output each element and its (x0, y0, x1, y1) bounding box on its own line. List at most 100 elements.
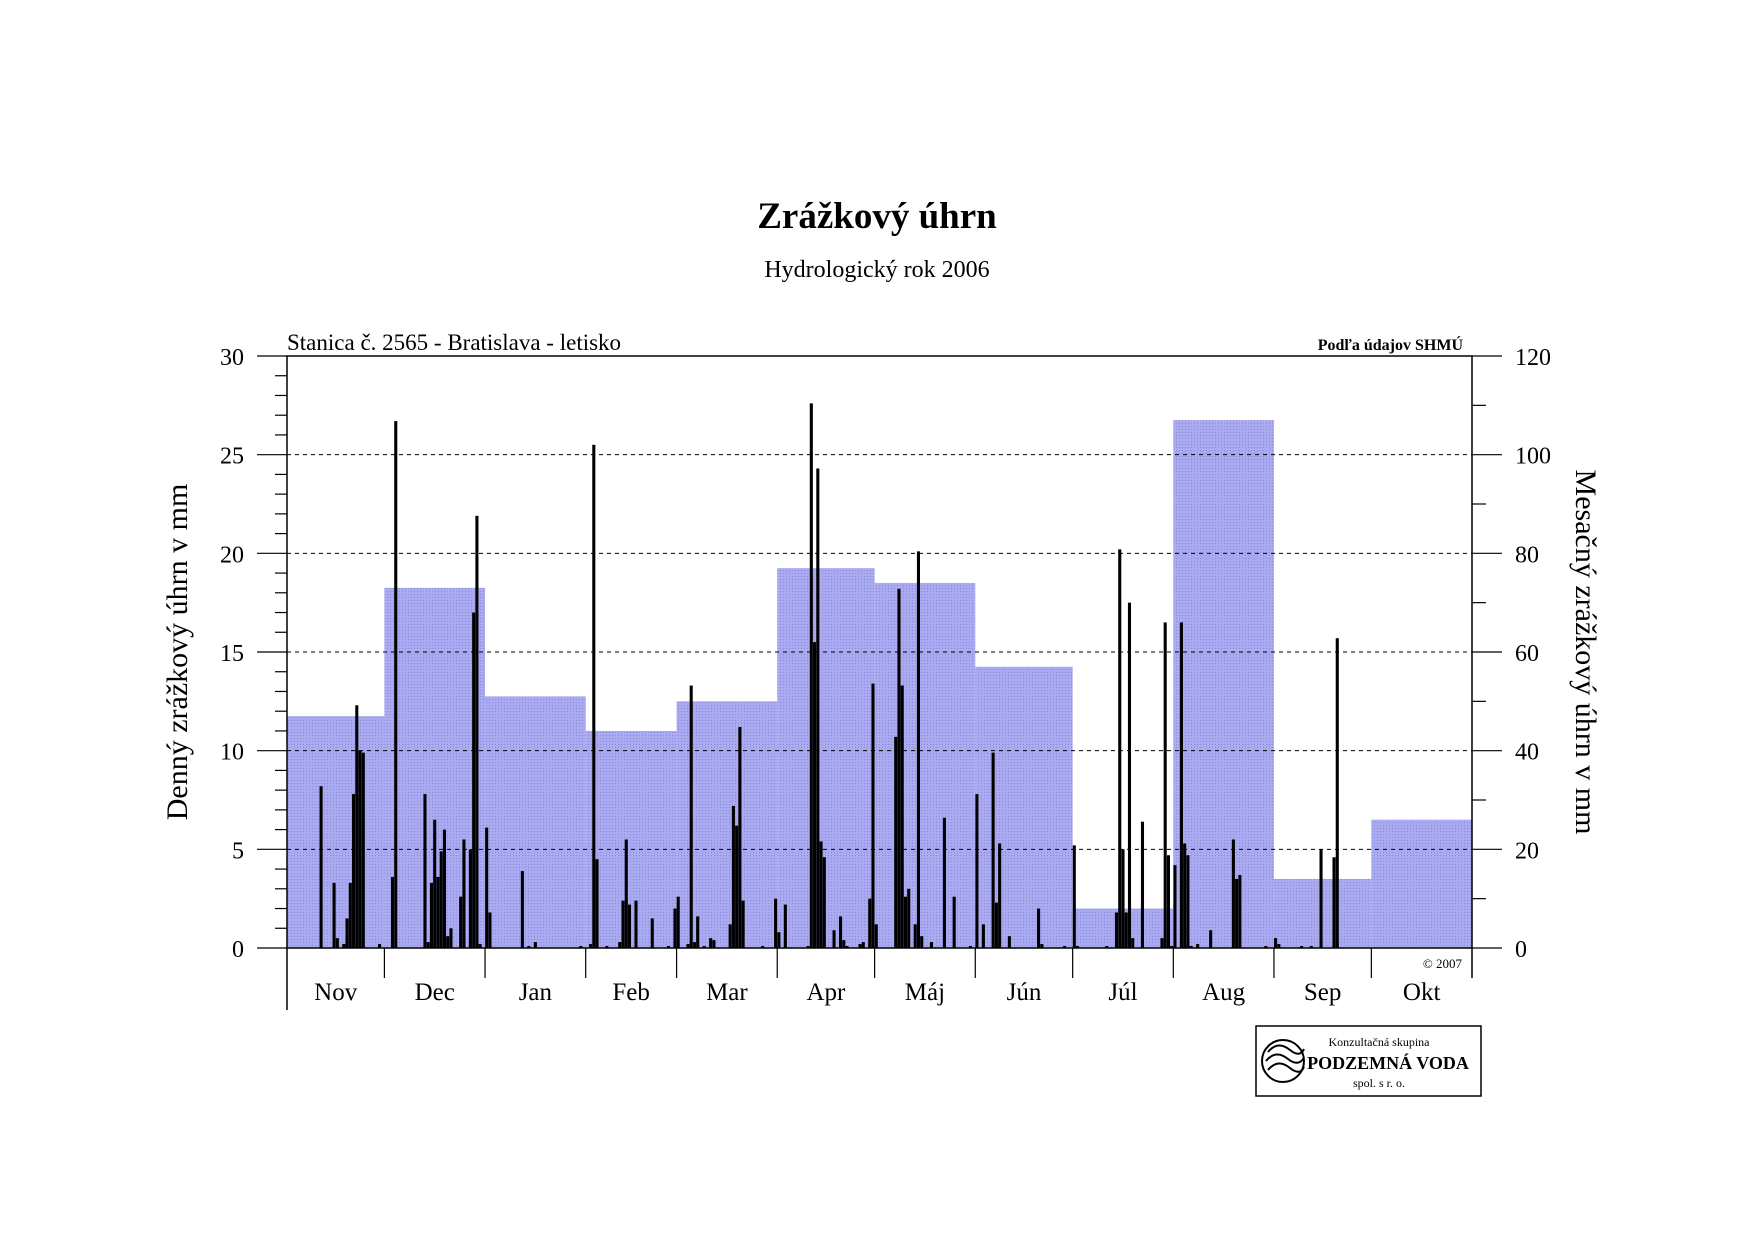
daily-bar (579, 946, 583, 948)
daily-bar (1105, 946, 1109, 948)
monthly-total-bar-mar (676, 701, 778, 948)
daily-bar (761, 946, 765, 948)
right-tick-label: 80 (1515, 542, 1539, 568)
daily-bar (533, 942, 537, 948)
monthly-totals (287, 420, 1472, 949)
daily-bar (377, 944, 382, 948)
daily-bar (1179, 622, 1183, 948)
daily-bar (358, 750, 362, 948)
right-axis-label: Mesačný zrážkový úhrn v mm (1569, 470, 1602, 835)
daily-bar (816, 468, 820, 948)
daily-bar (696, 916, 700, 948)
daily-bar (618, 942, 622, 948)
daily-bar (702, 946, 706, 948)
daily-bar (1166, 855, 1170, 948)
month-label-dec: Dec (415, 979, 455, 1006)
monthly-total-bar-nov (287, 716, 385, 948)
daily-bar (894, 736, 898, 948)
daily-bar (1335, 638, 1339, 948)
daily-bar (981, 924, 985, 948)
daily-bar (345, 918, 349, 948)
chart-subtitle: Hydrologický rok 2006 (764, 257, 989, 283)
daily-bar (1209, 930, 1213, 948)
daily-bar (952, 896, 956, 948)
monthly-total-bar-okt (1371, 819, 1472, 948)
daily-bar (689, 685, 693, 948)
daily-bar (1124, 912, 1128, 948)
daily-bar (916, 551, 921, 948)
daily-bar (845, 946, 849, 948)
daily-bar (1238, 874, 1242, 948)
daily-bar (861, 942, 865, 948)
daily-bar (868, 898, 872, 948)
daily-bar (842, 940, 846, 948)
daily-bar (1274, 938, 1278, 948)
daily-bar (819, 841, 823, 948)
daily-bar (361, 752, 365, 948)
daily-bar (1072, 845, 1076, 948)
station-label: Stanica č. 2565 - Bratislava - letisko (287, 330, 621, 355)
daily-bar (686, 944, 690, 948)
month-label-sep: Sep (1304, 979, 1342, 1006)
daily-bar (352, 794, 356, 948)
daily-bar (624, 839, 628, 948)
right-tick-label: 100 (1515, 444, 1551, 470)
daily-bar (332, 882, 336, 948)
daily-bar (692, 942, 696, 948)
daily-bar (738, 726, 742, 948)
daily-bar (627, 904, 632, 948)
daily-bar (468, 849, 472, 948)
daily-bar (394, 421, 398, 948)
daily-bar (1040, 944, 1044, 948)
daily-bar (472, 612, 476, 948)
daily-bar (605, 946, 609, 948)
month-label-júl: Júl (1108, 979, 1137, 1006)
right-tick-label: 120 (1515, 345, 1551, 371)
daily-bar (1235, 878, 1239, 948)
daily-bar (390, 876, 395, 948)
left-tick-label: 20 (220, 542, 244, 568)
daily-bar (903, 896, 908, 948)
daily-bar (1183, 843, 1187, 948)
daily-bar (485, 827, 489, 948)
daily-bar (998, 843, 1002, 948)
daily-bar (777, 932, 781, 948)
daily-bar (822, 857, 826, 948)
daily-bar (436, 876, 440, 948)
daily-bar (1186, 855, 1190, 948)
company-logo: Konzultačná skupina PODZEMNÁ VODA spol. … (1255, 1025, 1482, 1097)
monthly-total-bar-apr (777, 568, 875, 948)
left-axis-label: Denný zrážkový úhrn v mm (161, 484, 194, 821)
x-axis: Nov Dec Jan Feb Mar Apr Máj Jún Júl Aug Sep Okt (286, 948, 1473, 1010)
month-label-mar: Mar (706, 979, 748, 1006)
daily-bar (1319, 849, 1323, 948)
daily-bar (676, 896, 680, 948)
daily-bar (355, 705, 359, 948)
daily-bar (1114, 912, 1119, 948)
daily-bar (1131, 938, 1135, 948)
daily-bar (520, 871, 524, 948)
daily-bar (423, 794, 427, 948)
daily-bar (897, 588, 901, 948)
daily-bar (1332, 857, 1336, 948)
daily-bar (446, 936, 450, 948)
daily-bar (459, 896, 463, 948)
right-tick-label: 20 (1515, 838, 1539, 864)
daily-bar (813, 642, 817, 948)
daily-bar (589, 944, 593, 948)
month-label-nov: Nov (314, 979, 358, 1006)
left-tick-label: 10 (220, 740, 244, 766)
daily-bar (975, 794, 979, 948)
daily-bar (1118, 549, 1122, 948)
daily-bar (319, 786, 323, 948)
daily-bar (907, 888, 911, 948)
daily-bar (832, 930, 836, 948)
daily-bar (488, 912, 492, 948)
daily-bar (858, 944, 862, 948)
daily-bar (1140, 821, 1145, 948)
daily-bar (1121, 849, 1125, 948)
daily-bar (1196, 944, 1200, 948)
daily-bar (709, 938, 713, 948)
right-tick-label: 60 (1515, 641, 1539, 667)
